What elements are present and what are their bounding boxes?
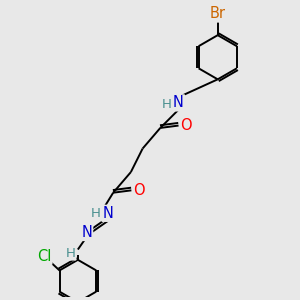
Text: H: H <box>161 98 171 111</box>
Text: N: N <box>173 95 184 110</box>
Text: N: N <box>103 206 113 221</box>
Text: O: O <box>133 183 145 198</box>
Text: Cl: Cl <box>37 249 51 264</box>
Text: H: H <box>91 207 100 220</box>
Text: Br: Br <box>210 7 226 22</box>
Text: O: O <box>180 118 192 133</box>
Text: N: N <box>81 225 92 240</box>
Text: H: H <box>66 247 75 260</box>
